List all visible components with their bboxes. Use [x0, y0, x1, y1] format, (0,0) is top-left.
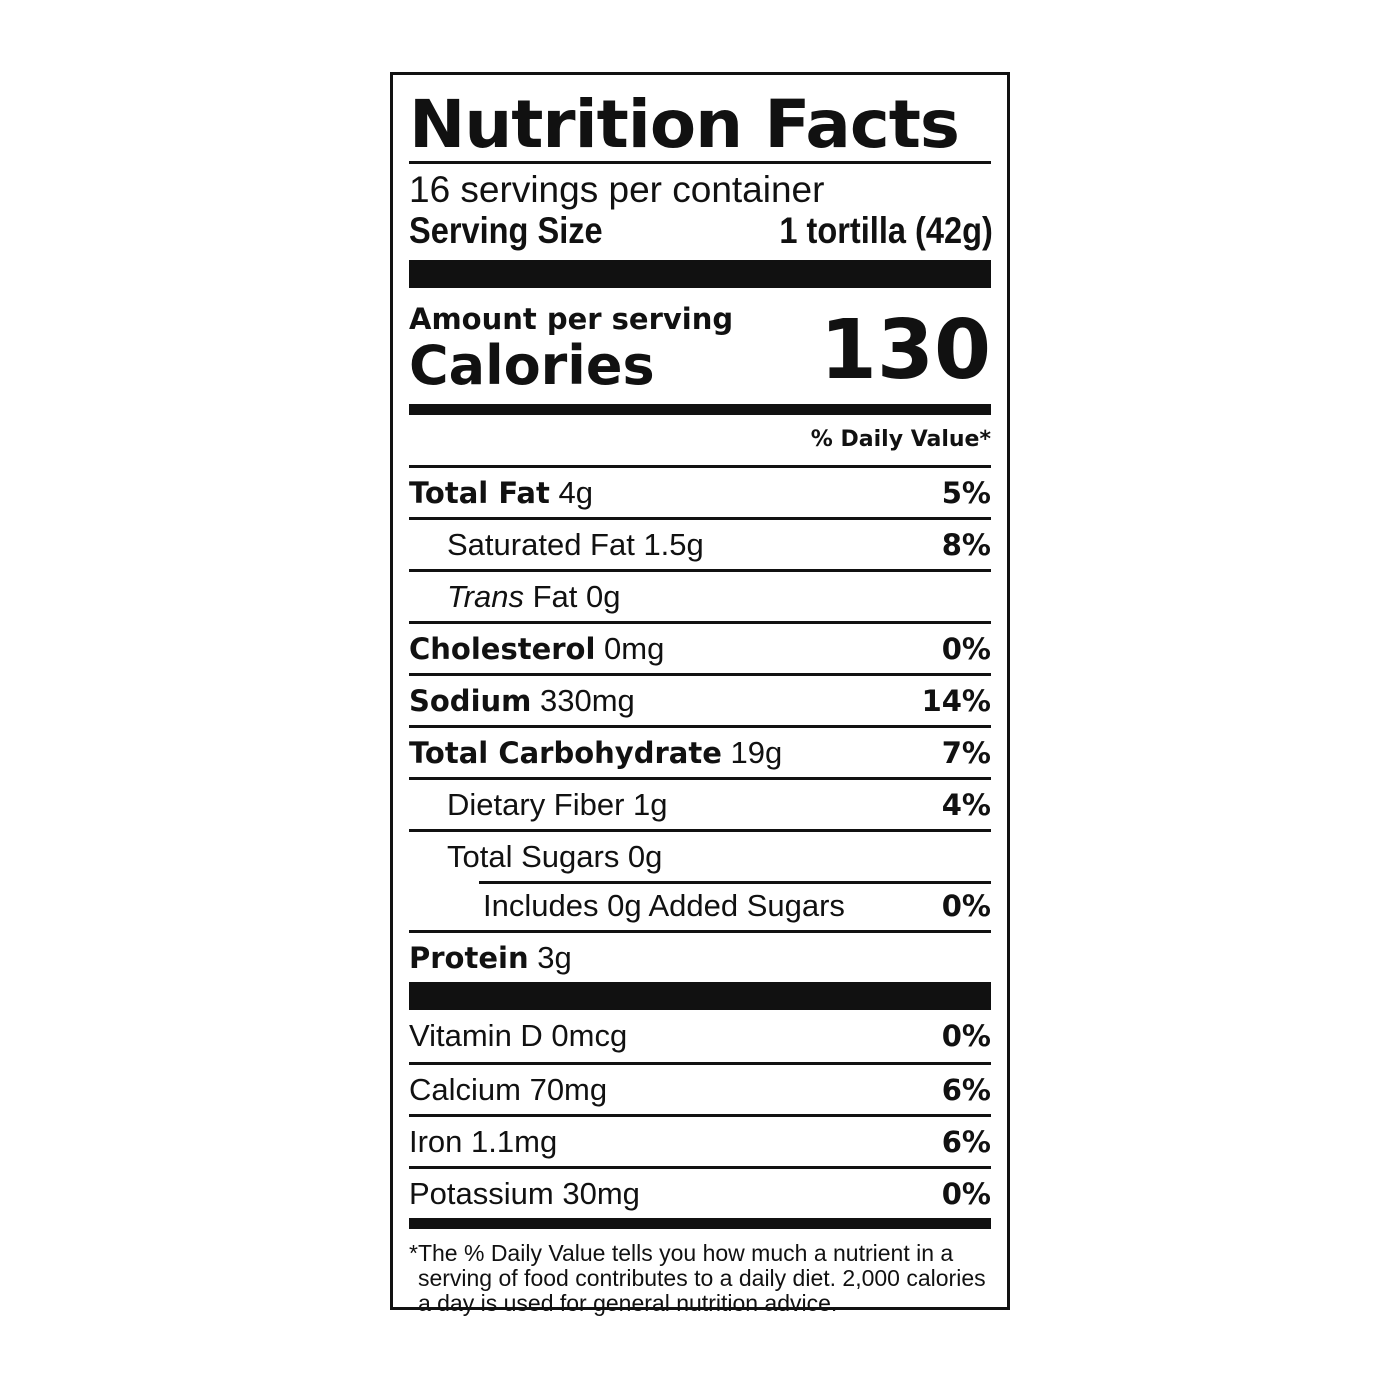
nutrient-dv: 7%: [941, 735, 991, 770]
footnote-star: *: [409, 1240, 418, 1266]
serving-size-value: 1 tortilla (42g): [779, 210, 993, 251]
nutrient-name: Dietary Fiber 1g: [447, 786, 668, 822]
footnote: * The % Daily Value tells you how much a …: [409, 1241, 991, 1316]
calories-block: Amount per serving Calories 130: [409, 288, 991, 396]
nutrient-name: Saturated Fat 1.5g: [447, 526, 704, 562]
calories-label: Calories: [409, 334, 655, 397]
calories-value: 130: [819, 303, 991, 398]
nutrient-amount: 0mg: [604, 630, 665, 666]
servings: 16 servings per container: [409, 169, 825, 210]
nutrient-name: Cholesterol: [409, 631, 596, 666]
daily-value-header: % Daily Value*: [810, 427, 991, 452]
serving-size-label: Serving Size: [409, 210, 603, 251]
nutrient-dv: 8%: [941, 527, 991, 562]
nutrient-name: Sodium: [409, 683, 532, 718]
amount-per-serving: Amount per serving: [409, 302, 734, 336]
vitamin-dv: 6%: [941, 1124, 991, 1159]
vitamin-name: Vitamin D 0mcg: [409, 1018, 628, 1053]
nutrient-name: Protein: [409, 940, 529, 975]
nutrient-name: Total Fat: [409, 475, 550, 510]
nutrient-dv: 5%: [941, 475, 991, 510]
nutrition-label: Nutrition Facts 16 servings per containe…: [390, 72, 1010, 1316]
nutrient-amount: 19g: [730, 734, 783, 770]
vitamin-name: Calcium 70mg: [409, 1071, 608, 1107]
vitamin-name: Potassium 30mg: [409, 1175, 640, 1211]
nutrient-dv: 14%: [921, 683, 991, 718]
nutrient-amount: 330mg: [540, 682, 635, 718]
nutrient-name: Includes 0g Added Sugars: [483, 887, 845, 923]
nutrient-name: Fat 0g: [523, 578, 621, 614]
nutrient-name: Total Sugars 0g: [447, 838, 663, 874]
nutrient-amount: 3g: [537, 939, 572, 975]
vitamin-dv: 0%: [941, 1019, 991, 1053]
serving-size: Serving Size 1 tortilla (42g): [409, 210, 993, 252]
vitamin-dv: 6%: [941, 1072, 991, 1107]
nutrient-name-italic: Trans: [447, 578, 524, 614]
footnote-text: The % Daily Value tells you how much a n…: [417, 1240, 986, 1316]
nutrient-dv: 4%: [941, 787, 991, 822]
nutrient-dv: 0%: [941, 888, 991, 923]
nutrient-name: Total Carbohydrate: [409, 735, 722, 770]
vitamin-name: Iron 1.1mg: [409, 1123, 558, 1159]
vitamin-dv: 0%: [941, 1176, 991, 1211]
title: Nutrition Facts: [409, 86, 960, 163]
nutrient-dv: 0%: [941, 631, 991, 666]
nutrient-amount: 4g: [558, 474, 593, 510]
